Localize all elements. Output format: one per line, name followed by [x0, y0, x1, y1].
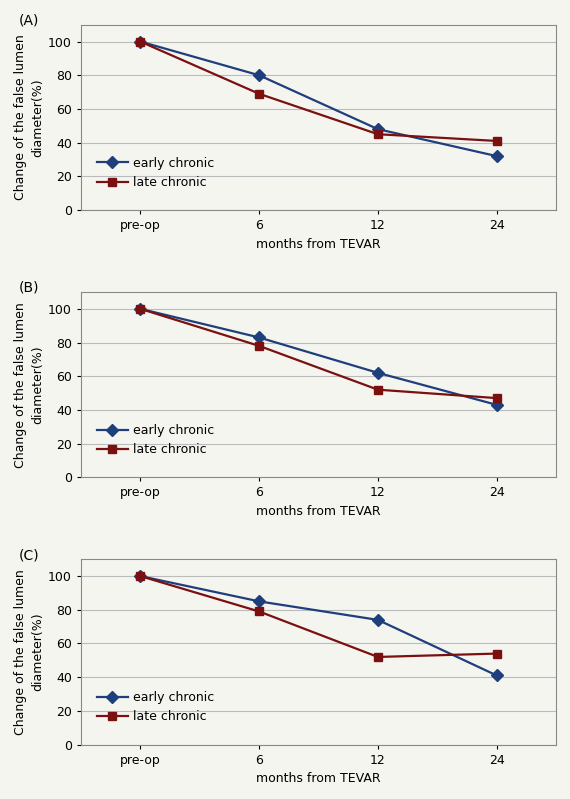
Text: (B): (B) — [19, 281, 40, 295]
early chronic — [493, 151, 500, 161]
early chronic — [137, 571, 144, 581]
late chronic — [493, 393, 500, 403]
Y-axis label: Change of the false lumen
diameter(%): Change of the false lumen diameter(%) — [14, 34, 44, 201]
Line: early chronic: early chronic — [136, 572, 501, 680]
late chronic — [137, 571, 144, 581]
early chronic — [256, 332, 263, 342]
Text: (A): (A) — [19, 14, 39, 28]
early chronic — [137, 304, 144, 314]
Line: late chronic: late chronic — [136, 38, 501, 145]
Legend: early chronic, late chronic: early chronic, late chronic — [97, 157, 214, 189]
Text: (C): (C) — [19, 548, 40, 562]
late chronic — [137, 37, 144, 46]
Line: late chronic: late chronic — [136, 572, 501, 661]
late chronic — [256, 606, 263, 616]
late chronic — [256, 341, 263, 351]
X-axis label: months from TEVAR: months from TEVAR — [256, 505, 381, 518]
Legend: early chronic, late chronic: early chronic, late chronic — [97, 691, 214, 723]
X-axis label: months from TEVAR: months from TEVAR — [256, 237, 381, 251]
early chronic — [374, 125, 381, 134]
early chronic — [493, 670, 500, 680]
Y-axis label: Change of the false lumen
diameter(%): Change of the false lumen diameter(%) — [14, 569, 44, 735]
Line: early chronic: early chronic — [136, 38, 501, 161]
late chronic — [374, 385, 381, 395]
early chronic — [374, 615, 381, 625]
late chronic — [493, 136, 500, 145]
Legend: early chronic, late chronic: early chronic, late chronic — [97, 424, 214, 456]
late chronic — [493, 649, 500, 658]
late chronic — [374, 129, 381, 139]
Line: late chronic: late chronic — [136, 304, 501, 402]
Y-axis label: Change of the false lumen
diameter(%): Change of the false lumen diameter(%) — [14, 302, 44, 467]
early chronic — [256, 70, 263, 80]
Line: early chronic: early chronic — [136, 304, 501, 409]
early chronic — [374, 368, 381, 378]
late chronic — [256, 89, 263, 98]
early chronic — [256, 597, 263, 606]
X-axis label: months from TEVAR: months from TEVAR — [256, 772, 381, 785]
late chronic — [137, 304, 144, 314]
early chronic — [493, 400, 500, 410]
late chronic — [374, 652, 381, 662]
early chronic — [137, 37, 144, 46]
